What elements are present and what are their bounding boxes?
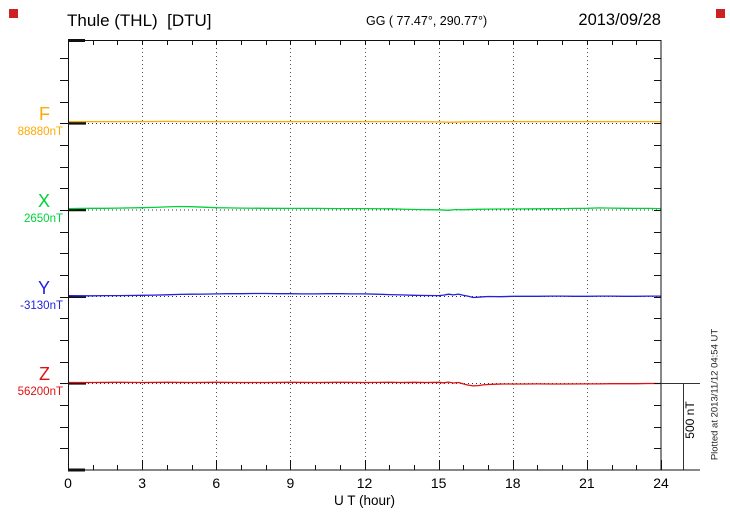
station-title: Thule (THL) [DTU] [67,11,212,30]
x-tick-label-18: 18 [504,475,521,491]
channel-Y-baseline-value: -3130nT [20,299,63,312]
channel-Z-baseline-value: 56200nT [17,386,63,399]
x-tick-label-6: 6 [212,475,221,491]
trace-Z [68,381,661,387]
trace-X [67,205,662,211]
x-axis-label: U T (hour) [333,493,396,508]
x-tick-label-3: 3 [138,475,147,491]
x-tick-label-12: 12 [356,475,373,491]
plot-date: 2013/09/28 [578,11,661,29]
x-tick-label-15: 15 [430,475,447,491]
x-tick-label-21: 21 [579,475,595,491]
x-tick-label-24: 24 [653,475,669,491]
x-tick-label-9: 9 [286,475,295,491]
channel-X-label: X [37,190,50,211]
plot-frame [68,40,662,471]
geographic-coordinates: GG ( 77.47°, 290.77°) [366,14,488,28]
trace-F [68,120,661,123]
channel-F-baseline-value: 88880nT [17,126,63,139]
channel-F-label: F [39,104,50,125]
plotted-at-caption: Plotted at 2013/11/12 04:54 UT [709,328,721,461]
red-square-marker-left [9,9,18,18]
channel-Z-label: Z [39,364,50,385]
x-tick-label-0: 0 [64,475,72,491]
channel-X-baseline-value: 2650nT [23,212,63,225]
channel-Y-label: Y [37,277,50,298]
scale-bar-label: 500 nT [683,401,697,439]
red-square-marker-right [716,9,725,18]
trace-Y [67,292,661,299]
